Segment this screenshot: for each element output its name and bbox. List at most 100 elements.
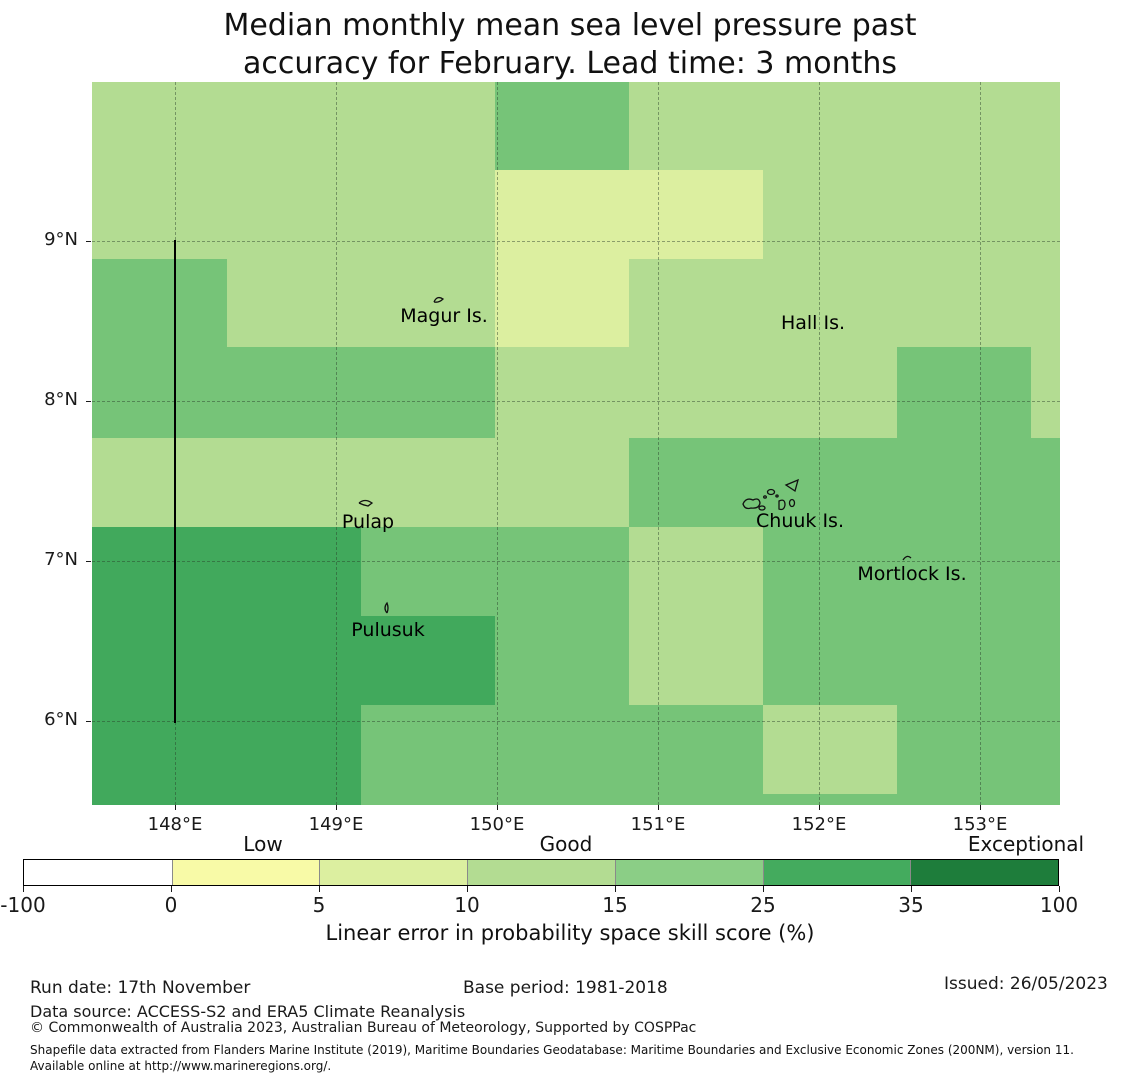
map-cell	[1031, 527, 1060, 616]
x-axis-tick	[819, 805, 820, 810]
map-cell	[495, 82, 629, 170]
map-cell	[92, 438, 227, 527]
colorbar-tick-label: 15	[602, 893, 628, 917]
map-cell	[629, 347, 763, 438]
map-cell	[495, 347, 629, 438]
x-axis-tick	[980, 805, 981, 810]
y-axis-tick-label: 7°N	[44, 549, 78, 570]
map-cell	[897, 259, 1031, 347]
map-cell	[495, 259, 629, 347]
map-cell	[227, 82, 361, 170]
map-cell	[629, 82, 763, 170]
copyright-text: © Commonwealth of Australia 2023, Austra…	[30, 1020, 697, 1036]
map-cell	[763, 616, 897, 705]
map-cell	[629, 438, 763, 527]
map-cell	[763, 347, 897, 438]
y-axis-tick-label: 8°N	[44, 389, 78, 410]
latitude-gridline	[92, 401, 1060, 402]
eez-boundary-line	[174, 240, 176, 723]
latitude-gridline	[92, 241, 1060, 242]
map-cell	[227, 705, 361, 805]
shapefile-note-text: Shapefile data extracted from Flanders M…	[30, 1043, 1074, 1073]
map-cell	[361, 82, 495, 170]
map-cell	[897, 438, 1031, 527]
y-axis-tick-label: 9°N	[44, 229, 78, 250]
map-cell	[629, 259, 763, 347]
map-cell	[1031, 616, 1060, 705]
map-cell	[227, 438, 361, 527]
colorbar-tick-label: 5	[312, 893, 326, 917]
x-axis-tick	[497, 805, 498, 810]
map-cell	[897, 347, 1031, 438]
colorbar-tick	[615, 886, 616, 892]
colorbar-tick	[763, 886, 764, 892]
map-cell	[629, 527, 763, 616]
colorbar-tick-label: 0	[164, 893, 178, 917]
map-cell	[897, 527, 1031, 616]
map-cell	[1031, 705, 1060, 805]
map-cell	[1031, 82, 1060, 170]
map-cell	[763, 82, 897, 170]
island-label-pulap: Pulap	[341, 511, 395, 533]
colorbar-tick-label: -100	[0, 893, 46, 917]
x-axis-tick-label: 149°E	[308, 814, 364, 835]
map-cell	[361, 170, 495, 259]
y-axis-tick	[86, 401, 91, 402]
colorbar-quality-label-good: Good	[539, 832, 593, 856]
base-period-text: Base period: 1981-2018	[463, 978, 668, 998]
x-axis-tick	[658, 805, 659, 810]
map-cell	[763, 170, 897, 259]
map-cell	[227, 347, 361, 438]
map-cell	[227, 527, 361, 616]
colorbar-tick-label: 100	[1039, 893, 1079, 917]
map-cell	[92, 170, 227, 259]
map-cell	[361, 347, 495, 438]
colorbar-bar	[23, 859, 1059, 886]
colorbar-axis-label: Linear error in probability space skill …	[325, 921, 815, 945]
map-cell	[227, 259, 361, 347]
colorbar-tick	[171, 886, 172, 892]
map-cell	[361, 259, 495, 347]
island-label-pulusuk: Pulusuk	[351, 619, 425, 641]
map-cell	[629, 170, 763, 259]
map-cell	[92, 347, 227, 438]
map-cell	[361, 705, 495, 805]
x-axis-tick	[175, 805, 176, 810]
x-axis-tick-label: 152°E	[791, 814, 847, 835]
map-cell	[92, 616, 227, 705]
map-cell	[629, 616, 763, 705]
map-cell	[495, 438, 629, 527]
map-cell	[1031, 170, 1060, 259]
map-cell	[495, 527, 629, 616]
longitude-gridline	[497, 82, 498, 805]
figure-title-line1: Median monthly mean sea level pressure p…	[223, 8, 917, 43]
map-cell	[92, 705, 227, 805]
colorbar-segment	[614, 860, 763, 885]
colorbar-tick-label: 35	[898, 893, 924, 917]
map-cell	[763, 259, 897, 347]
colorbar-segment	[24, 860, 172, 885]
latitude-gridline	[92, 561, 1060, 562]
map-cell	[92, 82, 227, 170]
colorbar-segment	[319, 860, 468, 885]
y-axis-tick-label: 6°N	[44, 709, 78, 730]
colorbar-tick	[467, 886, 468, 892]
x-axis-tick-label: 151°E	[630, 814, 686, 835]
island-label-mortlock-is: Mortlock Is.	[857, 563, 967, 585]
colorbar-tick	[319, 886, 320, 892]
run-date-text: Run date: 17th November	[30, 978, 251, 998]
map-cell	[227, 616, 361, 705]
map-cell	[361, 527, 495, 616]
colorbar-segment	[910, 860, 1058, 885]
colorbar-tick-label: 10	[454, 893, 480, 917]
map-cell-patch	[763, 794, 897, 805]
map-cell	[1031, 347, 1060, 438]
y-axis-tick	[86, 241, 91, 242]
map-cell	[92, 259, 227, 347]
colorbar-tick	[911, 886, 912, 892]
map-cell	[1031, 438, 1060, 527]
colorbar-tick	[1059, 886, 1060, 892]
colorbar-segment	[762, 860, 911, 885]
longitude-gridline	[658, 82, 659, 805]
map-cell	[1031, 259, 1060, 347]
